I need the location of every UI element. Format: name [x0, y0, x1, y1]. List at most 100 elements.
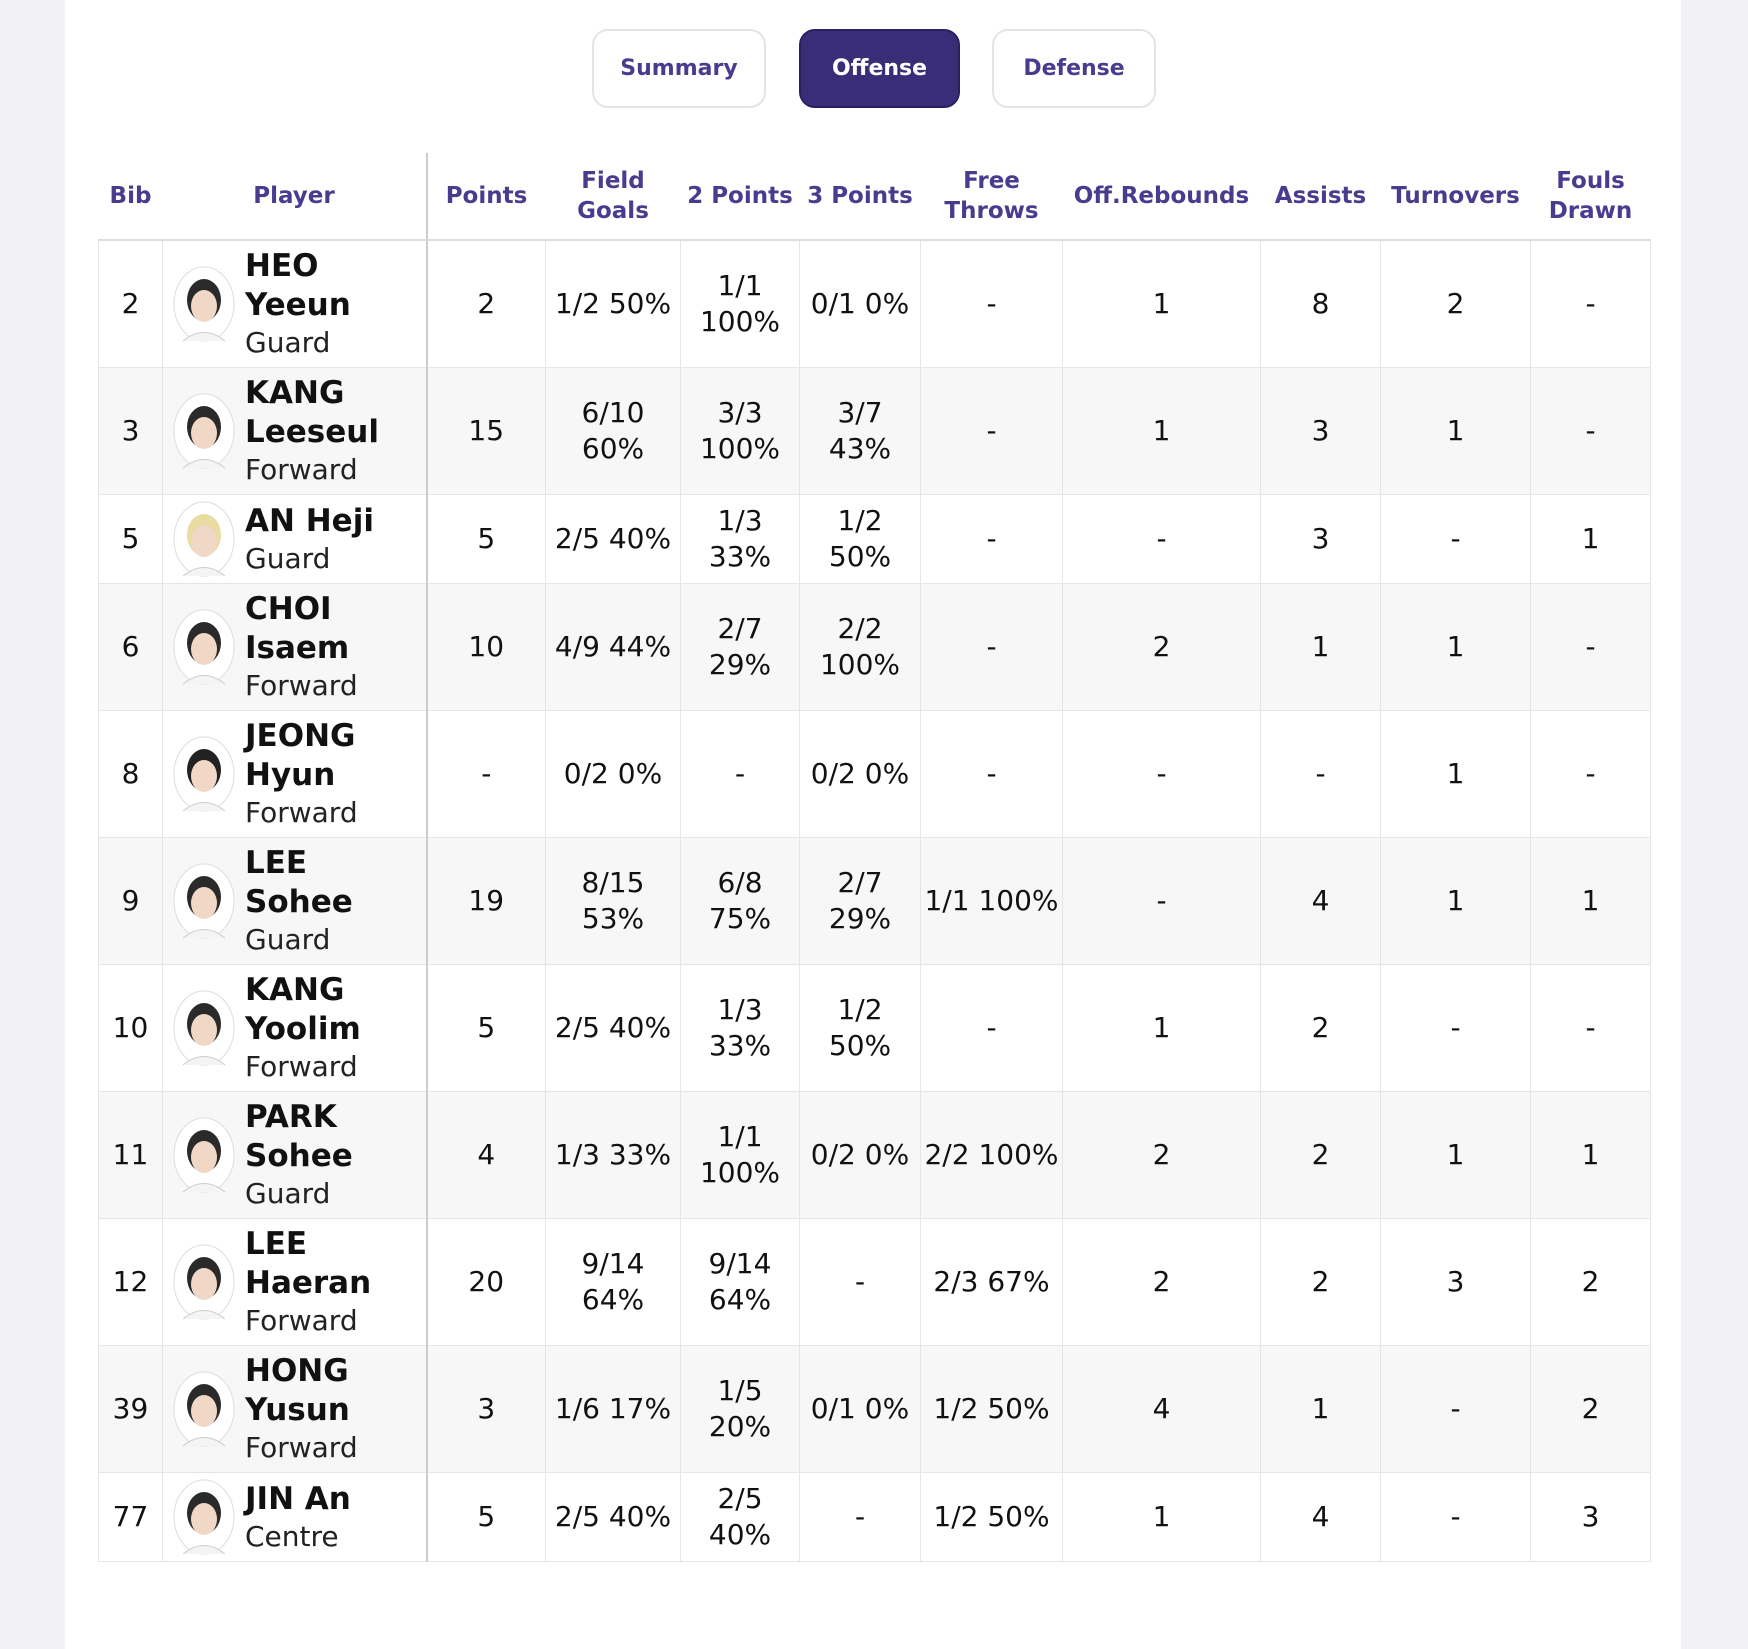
stat: 1: [1530, 837, 1651, 965]
stat: 1: [1380, 367, 1531, 495]
stat: 4: [1260, 837, 1381, 965]
bib: 77: [98, 1472, 163, 1562]
player-cell: LEE Haeran Forward: [162, 1218, 428, 1346]
stat: 2: [1062, 583, 1261, 711]
player: AN Heji Guard: [165, 501, 424, 577]
stat: 0/2 0%: [799, 710, 921, 838]
player-name: LEE Sohee: [245, 845, 353, 920]
stat: 1/1 100%: [680, 1091, 800, 1219]
stat: 1: [1260, 583, 1381, 711]
player-photo: [173, 609, 235, 685]
player-position: Guard: [245, 326, 331, 359]
player-text: JIN An Centre: [245, 1480, 351, 1555]
player-name: AN Heji: [245, 502, 374, 539]
table-row: 8 JEONG Hyun Forward -0/2 0% -0/2 0% - - -1-: [98, 710, 1651, 838]
stat: 1/2 50%: [799, 964, 921, 1092]
stat: 2/5 40%: [680, 1472, 800, 1562]
stat: 1/3 33%: [545, 1091, 681, 1219]
bib: 2: [98, 239, 163, 368]
stat: 2/2 100%: [920, 1091, 1063, 1219]
table-row: 11 PARK Sohee Guard 4 1/3 33% 1/1 100% 0/2 0%…: [98, 1091, 1651, 1219]
stat: -: [799, 1218, 921, 1346]
stat: -: [1062, 710, 1261, 838]
player-text: KANG Leeseul Forward: [245, 374, 419, 488]
table-row: 12 LEE Haeran Forward 20 9/14 64% 9/14 64% -2…: [98, 1218, 1651, 1346]
stat: -: [920, 583, 1063, 711]
player-cell: AN Heji Guard: [162, 494, 428, 584]
column-header: Bib: [98, 153, 163, 241]
column-header: Player: [162, 153, 428, 241]
bib: 6: [98, 583, 163, 711]
player-text: LEE Haeran Forward: [245, 1225, 419, 1339]
stat: 9/14 64%: [680, 1218, 800, 1346]
table-row: 6 CHOI Isaem Forward 10 4/9 44% 2/7 29% 2/2 1…: [98, 583, 1651, 711]
stat: 3: [426, 1345, 546, 1473]
stat: -: [1380, 964, 1531, 1092]
stat: 0/1 0%: [799, 239, 921, 368]
stat: 5: [426, 964, 546, 1092]
player: KANG Leeseul Forward: [165, 374, 424, 488]
player-name: KANG Yoolim: [245, 972, 361, 1047]
player-cell: HEO Yeeun Guard: [162, 239, 428, 368]
player-text: KANG Yoolim Forward: [245, 971, 419, 1085]
tab-offense[interactable]: Offense: [799, 29, 960, 108]
stat: -: [1530, 710, 1651, 838]
stat: -: [1530, 239, 1651, 368]
player-cell: KANG Leeseul Forward: [162, 367, 428, 495]
player-position: Forward: [245, 1431, 358, 1464]
tab-summary[interactable]: Summary: [592, 29, 766, 108]
column-header: Off.Rebounds: [1062, 153, 1261, 241]
stat: -: [1380, 1472, 1531, 1562]
stat: 1: [1062, 239, 1261, 368]
stat: 1/2 50%: [920, 1472, 1063, 1562]
player-photo: [173, 1117, 235, 1193]
stat: 3: [1380, 1218, 1531, 1346]
column-header: Assists: [1260, 153, 1381, 241]
bib: 8: [98, 710, 163, 838]
stat: 1/1 100%: [680, 239, 800, 368]
stat: -: [1380, 1345, 1531, 1473]
player-position: Centre: [245, 1519, 339, 1553]
bib: 9: [98, 837, 163, 965]
stat: -: [1530, 583, 1651, 711]
stat: 4: [1260, 1472, 1381, 1562]
bib: 39: [98, 1345, 163, 1473]
stat: 1: [1530, 494, 1651, 584]
stat: 3: [1530, 1472, 1651, 1562]
player-text: LEE Sohee Guard: [245, 844, 419, 958]
table-row: 77 JIN An Centre 5 2/5 40% 2/5 40% -1/2 50% 1 4…: [98, 1472, 1651, 1562]
stat: 2: [1062, 1091, 1261, 1219]
stat: 1/3 33%: [680, 964, 800, 1092]
column-header: Free Throws: [920, 153, 1063, 241]
player: JIN An Centre: [165, 1479, 424, 1555]
player-name: KANG Leeseul: [245, 375, 379, 450]
player-photo: [173, 1479, 235, 1555]
stat: 2: [1062, 1218, 1261, 1346]
stat: -: [920, 367, 1063, 495]
stat: 3/3 100%: [680, 367, 800, 495]
player-text: HEO Yeeun Guard: [245, 247, 419, 361]
player-text: AN Heji Guard: [245, 502, 374, 577]
player-position: Guard: [245, 1177, 331, 1210]
stat: 1: [1380, 837, 1531, 965]
table-row: 2 HEO Yeeun Guard 2 1/2 50% 1/1 100% 0/1 0% -1…: [98, 239, 1651, 368]
player-cell: JIN An Centre: [162, 1472, 428, 1562]
player: PARK Sohee Guard: [165, 1098, 424, 1212]
tab-defense[interactable]: Defense: [992, 29, 1156, 108]
table-row: 3 KANG Leeseul Forward 15 6/10 60% 3/3 100% 3…: [98, 367, 1651, 495]
stat: 1: [1062, 1472, 1261, 1562]
stat: 6/8 75%: [680, 837, 800, 965]
column-header: Field Goals: [545, 153, 681, 241]
stat: 1/5 20%: [680, 1345, 800, 1473]
bib: 11: [98, 1091, 163, 1219]
stat: 9/14 64%: [545, 1218, 681, 1346]
player: LEE Haeran Forward: [165, 1225, 424, 1339]
player: CHOI Isaem Forward: [165, 590, 424, 704]
stat: 2: [1260, 1218, 1381, 1346]
stat: -: [1062, 837, 1261, 965]
player: KANG Yoolim Forward: [165, 971, 424, 1085]
stat: 19: [426, 837, 546, 965]
stat: 2/2 100%: [799, 583, 921, 711]
stat: 4: [426, 1091, 546, 1219]
stat: -: [920, 964, 1063, 1092]
